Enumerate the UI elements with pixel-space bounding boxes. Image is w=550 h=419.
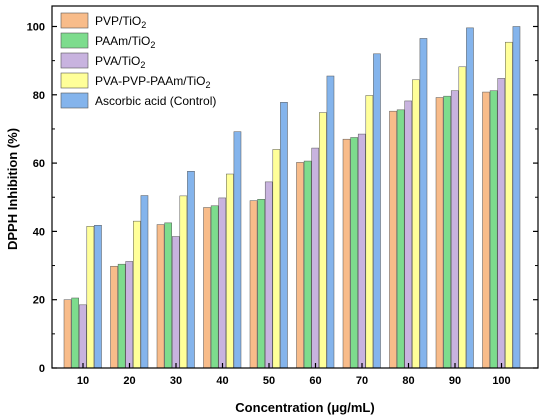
x-tick-label-60: 60 (309, 375, 321, 387)
x-tick-label-20: 20 (123, 375, 135, 387)
bar-3-20 (125, 261, 134, 369)
legend: PVP/TiO2 PAAm/TiO2 PVA/TiO2 PVA-PVP-PAAm/Ti… (60, 12, 216, 109)
bar-5-80 (419, 38, 428, 369)
bar-1-90 (435, 97, 444, 369)
bar-3-90 (450, 90, 459, 369)
bar-5-90 (466, 27, 474, 369)
bar-1-80 (389, 110, 397, 369)
bar-3-50 (264, 181, 273, 369)
axis-layer: 0 20 40 60 80 100 10 20 30 40 50 60 70 80 90 100 (27, 5, 539, 387)
bar-4-90 (458, 66, 467, 369)
x-tick-label-80: 80 (402, 375, 414, 387)
bar-5-50 (280, 102, 288, 369)
bar-4-30 (179, 195, 188, 369)
bar-1-100 (482, 91, 490, 369)
bar-1-70 (342, 138, 351, 369)
legend-label-1: PVP/TiO2 (95, 14, 146, 30)
bar-1-30 (156, 224, 165, 369)
x-tick-label-90: 90 (449, 375, 461, 387)
bar-1-40 (203, 207, 211, 369)
bar-3-100 (497, 78, 506, 369)
y-tick-label-40: 40 (33, 226, 45, 238)
bar-5-60 (326, 75, 335, 369)
bar-3-10 (78, 304, 87, 369)
legend-label-5: Ascorbic acid (Control) (95, 94, 216, 108)
x-tick-label-10: 10 (77, 375, 89, 387)
bar-2-70 (350, 137, 358, 369)
bar-4-10 (86, 226, 95, 369)
bar-1-10 (63, 299, 72, 369)
bar-1-20 (110, 265, 118, 369)
bar-3-40 (218, 197, 227, 369)
bar-3-70 (357, 133, 366, 369)
y-tick-label-20: 20 (33, 295, 45, 307)
legend-swatch-2 (60, 32, 89, 49)
bar-2-50 (257, 199, 265, 369)
plot-frame (51, 5, 539, 369)
y-tick-label-80: 80 (33, 90, 45, 102)
legend-swatch-3 (60, 52, 89, 69)
bar-3-30 (171, 236, 180, 369)
y-tick-label-60: 60 (33, 158, 45, 170)
bar-4-50 (272, 149, 281, 369)
bar-4-40 (226, 173, 234, 369)
bar-2-20 (117, 263, 126, 369)
x-axis-title: Concentration (μg/mL) (235, 400, 374, 415)
y-tick-label-0: 0 (39, 363, 45, 375)
bar-2-40 (210, 205, 219, 369)
legend-label-2: PAAm/TiO2 (95, 34, 155, 50)
x-tick-label-40: 40 (216, 375, 228, 387)
legend-label-4: PVA-PVP-PAAm/TiO2 (95, 74, 210, 90)
x-tick-label-100: 100 (492, 375, 510, 387)
y-tick-label-100: 100 (27, 21, 45, 33)
legend-swatch-1 (60, 12, 89, 29)
bar-2-10 (71, 297, 79, 369)
legend-swatch-5 (60, 92, 89, 109)
bar-1-50 (249, 200, 258, 369)
bar-5-20 (140, 195, 149, 369)
bar-2-60 (303, 160, 312, 369)
bar-5-70 (373, 53, 381, 369)
bar-5-40 (233, 131, 242, 369)
bar-5-10 (94, 225, 102, 369)
bar-4-60 (319, 112, 327, 369)
bar-3-80 (404, 100, 413, 369)
legend-label-3: PVA/TiO2 (95, 54, 145, 70)
bar-4-20 (133, 220, 141, 369)
y-axis-title: DPPH Inhibition (%) (5, 128, 20, 250)
bar-5-30 (187, 171, 195, 369)
bars-layer (63, 26, 521, 369)
bar-4-70 (365, 95, 374, 369)
bar-2-80 (396, 109, 405, 369)
x-tick-label-30: 30 (170, 375, 182, 387)
x-tick-label-70: 70 (356, 375, 368, 387)
bar-5-100 (512, 26, 521, 369)
bar-3-60 (311, 147, 320, 369)
bar-4-80 (412, 79, 420, 369)
bar-2-100 (489, 90, 498, 369)
legend-swatch-4 (60, 72, 89, 89)
bar-2-90 (443, 95, 451, 369)
bar-4-100 (505, 41, 513, 369)
bar-1-60 (296, 162, 304, 369)
bar-2-30 (164, 222, 172, 369)
x-tick-label-50: 50 (263, 375, 275, 387)
